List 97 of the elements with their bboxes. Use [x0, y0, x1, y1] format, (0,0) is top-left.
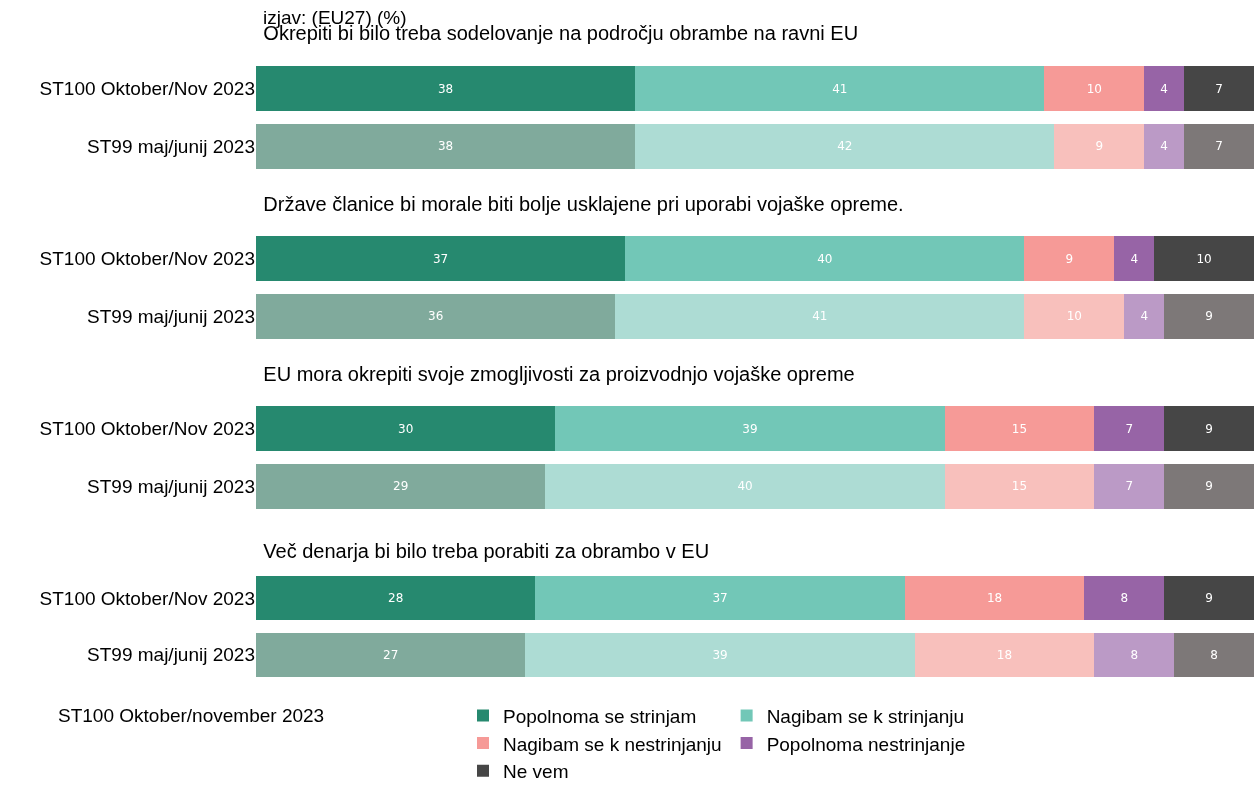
y-tick-label: ST99 maj/junij 2023 [87, 644, 255, 666]
legend-label: Ne vem [503, 761, 569, 783]
bar [615, 293, 1025, 339]
data-label: 7 [1215, 81, 1223, 96]
data-label: 36 [428, 309, 444, 324]
data-label: 9 [1205, 421, 1213, 436]
data-label: 38 [437, 81, 454, 96]
data-label: 40 [817, 251, 833, 266]
data-label: 30 [398, 421, 414, 436]
data-label: 15 [1011, 421, 1028, 436]
data-label: 8 [1130, 647, 1139, 662]
data-label: 9 [1205, 309, 1213, 324]
bar [256, 66, 636, 112]
bar [1054, 123, 1145, 169]
data-label: 29 [393, 479, 409, 494]
data-label: 9 [1095, 139, 1104, 154]
data-label: 40 [737, 479, 753, 494]
data-label: 9 [1205, 591, 1213, 606]
data-label: 4 [1160, 139, 1168, 154]
bar [1024, 236, 1115, 282]
legend-label: Nagibam se k nestrinjanju [503, 733, 722, 755]
legend-label: Popolnoma nestrinjanje [766, 733, 966, 755]
data-label: 37 [712, 591, 728, 606]
data-label: 41 [832, 81, 848, 96]
bar [256, 632, 526, 677]
data-label: 4 [1130, 251, 1139, 266]
bar [1044, 66, 1145, 112]
bar [1164, 576, 1254, 621]
data-label: 15 [1011, 479, 1028, 494]
chart-title: Več denarja bi bilo treba porabiti za obrambo v EU [263, 540, 710, 563]
data-label: 39 [742, 421, 758, 436]
data-label: 42 [837, 139, 853, 154]
bar [256, 463, 546, 509]
bar [1164, 406, 1254, 452]
bar [914, 632, 1095, 677]
y-tick-label: ST100 Oktober/Nov 2023 [39, 248, 255, 270]
y-tick-label: ST100 Oktober/Nov 2023 [39, 587, 255, 609]
data-label: 38 [437, 139, 454, 154]
data-label: 9 [1065, 251, 1074, 266]
bar [256, 123, 636, 169]
data-label: 7 [1125, 421, 1134, 436]
bar [545, 463, 945, 509]
data-label: 8 [1120, 591, 1129, 606]
data-label: 28 [388, 591, 404, 606]
data-label: 7 [1125, 479, 1134, 494]
bar [1184, 123, 1254, 169]
y-tick-label: ST100 Oktober/Nov 2023 [39, 418, 255, 440]
bar [1084, 576, 1165, 621]
data-label: 18 [986, 591, 1003, 606]
data-label: 10 [1086, 81, 1102, 96]
bar [1124, 293, 1165, 339]
data-label: 8 [1210, 647, 1218, 662]
data-label: 27 [383, 647, 399, 662]
bar [1144, 66, 1185, 112]
text: ST100 Oktober/november 2023 [58, 705, 325, 726]
bar [1174, 632, 1254, 677]
chart-title: Države članice bi morale biti bolje usklajene pri uporabi vojaške opreme. [263, 192, 904, 215]
bar [1164, 463, 1254, 509]
bar [1154, 236, 1254, 282]
bar [1024, 293, 1125, 339]
data-label: 37 [432, 251, 449, 266]
data-label: 18 [996, 647, 1013, 662]
bar [535, 576, 905, 621]
data-label: 10 [1196, 251, 1212, 266]
bar [1094, 632, 1175, 677]
data-label: 9 [1205, 479, 1213, 494]
bar [1184, 66, 1254, 112]
data-label: 4 [1160, 81, 1168, 96]
y-tick-label: ST99 maj/junij 2023 [87, 135, 255, 157]
bar [256, 293, 616, 339]
data-label: 4 [1140, 309, 1149, 324]
data-label: 39 [712, 647, 728, 662]
data-label: 41 [812, 309, 828, 324]
legend-label: Popolnoma se strinjam [503, 705, 697, 727]
chart-title: EU mora okrepiti svoje zmogljivosti za proizvodnjo vojaške opreme [263, 362, 855, 385]
bar [1144, 123, 1185, 169]
bar [944, 406, 1095, 452]
bar [1094, 463, 1165, 509]
bar [1094, 406, 1165, 452]
bar [525, 632, 915, 677]
bar [555, 406, 945, 452]
legend-label: Nagibam se k strinjanju [766, 705, 965, 727]
bar [256, 406, 556, 452]
y-tick-label: ST99 maj/junij 2023 [87, 305, 255, 327]
bar [944, 463, 1095, 509]
bar [635, 123, 1055, 169]
bar [256, 236, 626, 282]
bar [256, 576, 536, 621]
data-label: 7 [1215, 139, 1223, 154]
y-tick-label: ST100 Oktober/Nov 2023 [39, 78, 255, 100]
bar [625, 236, 1025, 282]
bar [1164, 293, 1254, 339]
bar [904, 576, 1085, 621]
bar [1114, 236, 1155, 282]
bar [635, 66, 1045, 112]
y-tick-label: ST99 maj/junij 2023 [87, 475, 255, 497]
data-label: 10 [1066, 309, 1082, 324]
